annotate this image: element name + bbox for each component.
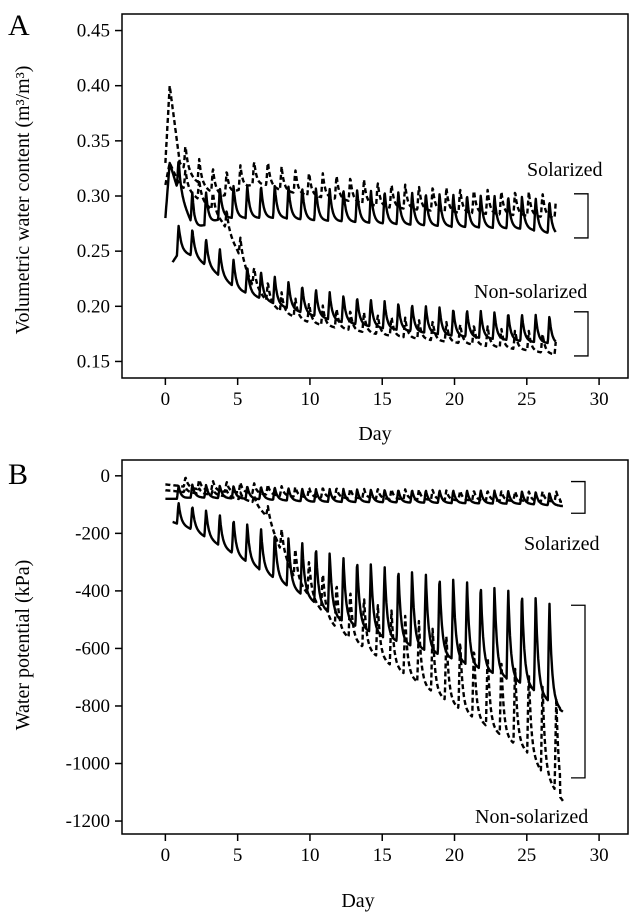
panel-a-bracket-solarized (574, 193, 589, 239)
panel-b-bracket-solarized (571, 480, 586, 514)
panel-a-letter: A (8, 9, 30, 42)
panel-b-y-tick-label: -400 (75, 581, 110, 602)
panel-a-annotation-non-solarized: Non-solarized (474, 281, 587, 303)
panel-b-y-tick-label: 0 (101, 466, 111, 487)
panel-b-x-tick-label: 10 (300, 845, 319, 866)
panel-a-y-tick-label: 0.30 (77, 186, 110, 207)
panel-b-x-tick-label: 25 (517, 845, 536, 866)
panel-b-y-tick-label: -1200 (66, 811, 110, 832)
panel-a-y-tick-label: 0.35 (77, 131, 110, 152)
panel-a-series-non-solarized-dashed (164, 161, 557, 356)
panel-b-x-tick-label: 15 (373, 845, 392, 866)
panel-a-y-tick-label: 0.45 (77, 21, 110, 42)
panel-b-y-tick-label: -200 (75, 523, 110, 544)
panel-b-series-solarized-dashed (164, 476, 564, 503)
panel-a-y-tick-label: 0.20 (77, 296, 110, 317)
panel-b: B 0 5 10 15 20 25 30 0 -200 -400 -600 -800 -1000 -12… (8, 458, 629, 912)
panel-b-x-tick-label: 20 (445, 845, 464, 866)
panel-b-plot-frame (121, 459, 629, 835)
panel-a-x-tick-label: 20 (445, 389, 464, 410)
panel-b-x-tick-label: 0 (161, 845, 171, 866)
panel-b-y-axis-label: Water potential (kPa) (12, 560, 34, 731)
panel-b-annotation-solarized: Solarized (524, 533, 600, 555)
panel-a-bracket-non-solarized (574, 311, 589, 357)
panel-b-x-tick-label: 5 (233, 845, 243, 866)
panel-b-bracket-non-solarized (571, 604, 586, 779)
panel-a-x-tick-label: 15 (373, 389, 392, 410)
panel-a-x-tick-label: 30 (590, 389, 609, 410)
panel-a-series-non-solarized-solid (171, 224, 557, 345)
panel-a-y-tick-label: 0.15 (77, 351, 110, 372)
panel-b-annotation-non-solarized: Non-solarized (475, 806, 588, 828)
panel-b-x-axis-label: Day (341, 890, 374, 912)
panel-b-y-tick-label: -800 (75, 696, 110, 717)
panel-a-x-tick-label: 0 (161, 389, 171, 410)
panel-a-y-ticks: 0.15 0.20 0.25 0.30 0.35 0.40 0.45 (77, 21, 122, 372)
panel-b-y-tick-label: -600 (75, 638, 110, 659)
panel-a-x-ticks: 0 5 10 15 20 25 30 (161, 378, 609, 410)
panel-a-series-solarized-dashed (164, 84, 557, 219)
panel-b-x-ticks: 0 5 10 15 20 25 30 (161, 834, 609, 866)
panel-a-y-tick-label: 0.25 (77, 241, 110, 262)
panel-a-y-tick-label: 0.40 (77, 76, 110, 97)
panel-b-series-non-solarized-solid (171, 502, 564, 713)
panel-a: A 0 5 10 15 20 25 30 0.150.200.250.300.350.400… (8, 9, 629, 445)
panel-a-x-tick-label: 10 (300, 389, 319, 410)
panel-b-series-solarized-solid (164, 483, 564, 508)
panel-a-x-axis-label: Day (358, 423, 391, 445)
panel-a-x-tick-label: 5 (233, 389, 243, 410)
panel-b-y-tick-label: -1000 (66, 754, 110, 775)
panel-a-y-axis-label: Volumetric water content (m³/m³) (12, 66, 34, 335)
panel-a-annotation-solarized: Solarized (527, 159, 603, 181)
panel-b-series (164, 476, 564, 802)
panel-a-x-tick-label: 25 (517, 389, 536, 410)
panel-b-x-tick-label: 30 (590, 845, 609, 866)
panel-a-series-solarized-solid (164, 161, 557, 234)
panel-b-letter: B (8, 458, 28, 491)
panel-a-series (164, 84, 557, 356)
panel-b-y-ticks: 0 -200 -400 -600 -800 -1000 -1200 (66, 466, 122, 832)
panel-b-series-non-solarized-dashed (164, 486, 564, 802)
